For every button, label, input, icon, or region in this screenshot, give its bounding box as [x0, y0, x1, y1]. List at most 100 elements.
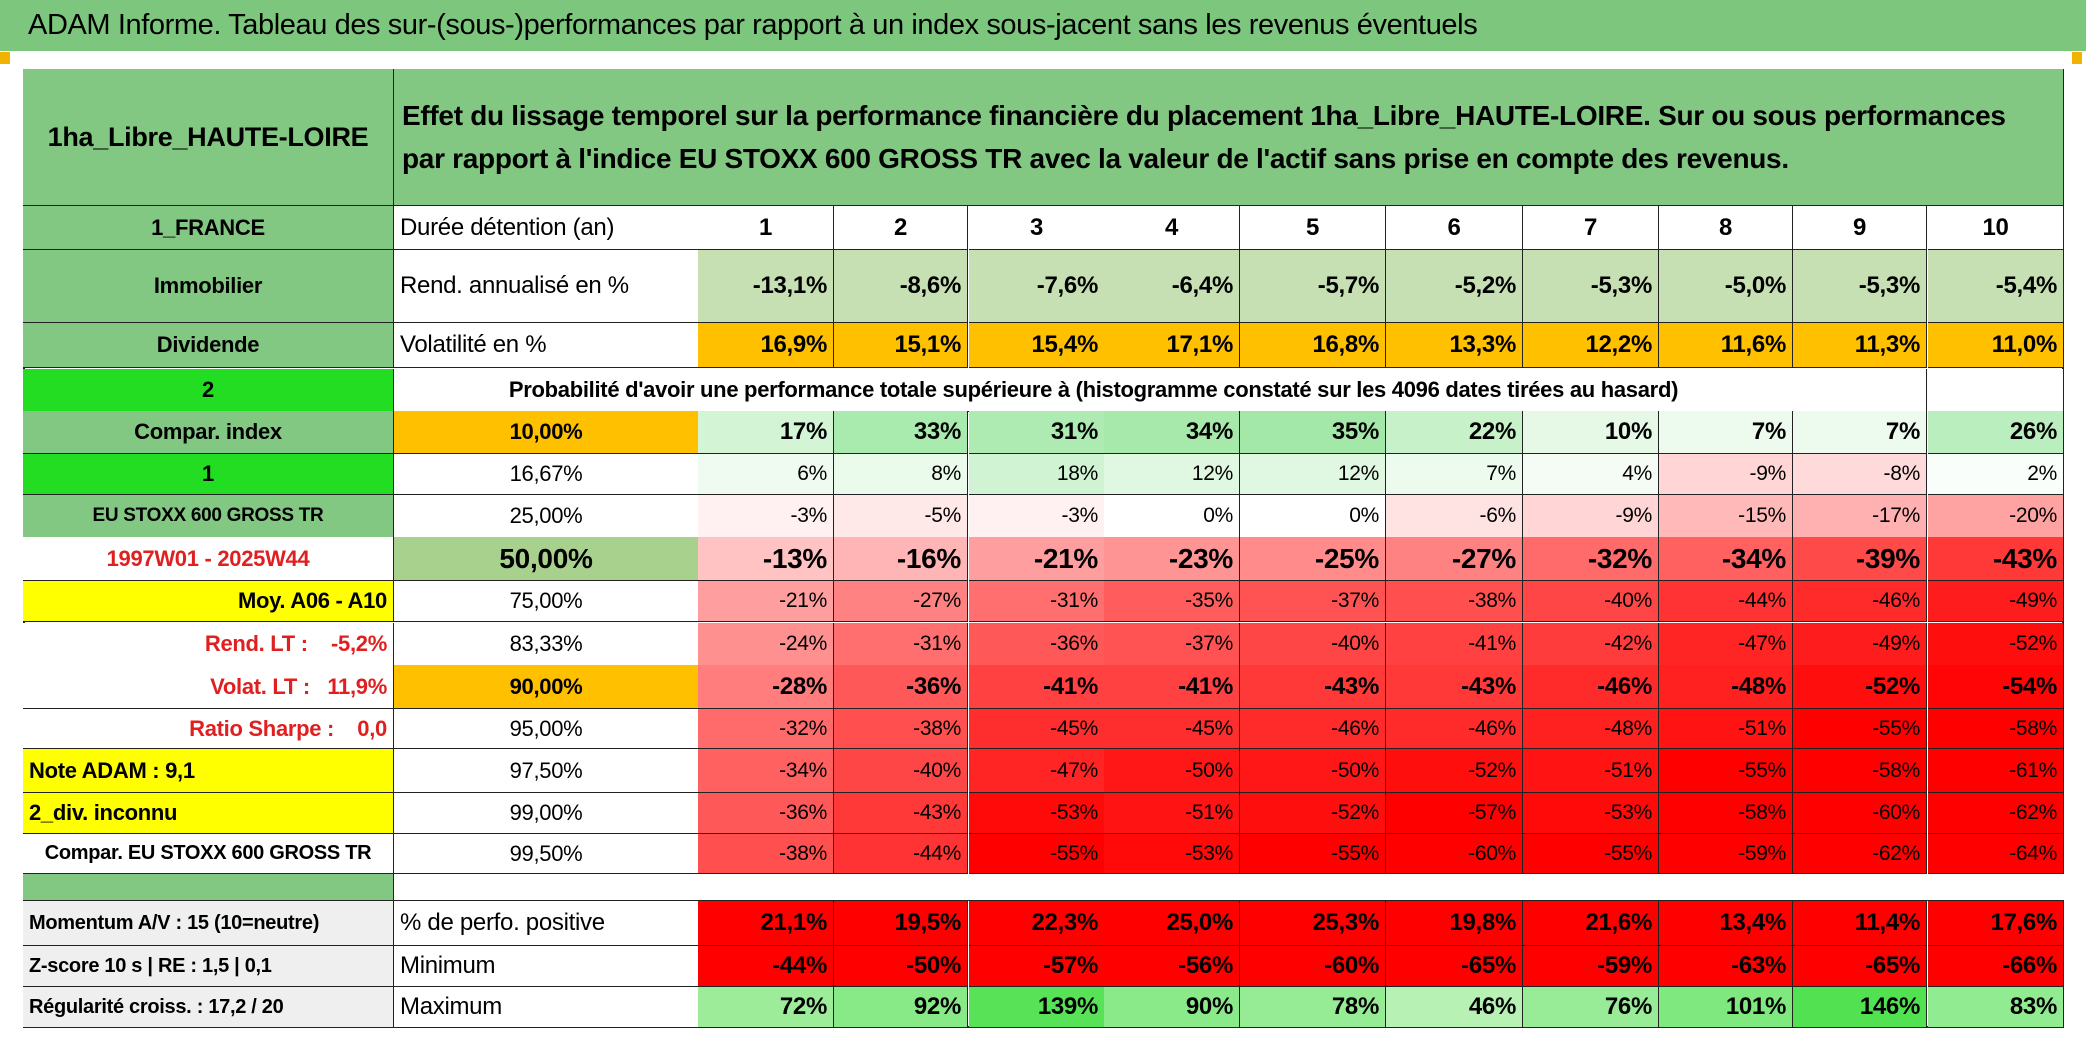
empty-cell [1793, 369, 1927, 412]
value-cell: 7% [1659, 411, 1793, 454]
value-cell: -41% [1104, 665, 1240, 709]
value-cell: -61% [1928, 749, 2064, 793]
value-cell: 25,0% [1104, 901, 1240, 946]
metric-label: Minimum [394, 946, 699, 987]
value-cell: 13,3% [1386, 323, 1523, 368]
value-cell: -5,7% [1240, 250, 1386, 323]
value-cell: 17,1% [1104, 323, 1240, 368]
value-cell: 22% [1386, 411, 1523, 454]
separator [394, 874, 2064, 901]
value-cell: -57% [969, 946, 1105, 987]
value-cell: -54% [1928, 665, 2064, 709]
value-cell: -46% [1793, 581, 1927, 622]
value-cell: -58% [1793, 749, 1927, 793]
corner-marker [0, 52, 10, 64]
value-cell: -8,6% [834, 250, 968, 323]
value-cell: -5,0% [1659, 250, 1793, 323]
corner-marker [2072, 52, 2082, 64]
value-cell: -51% [1523, 749, 1659, 793]
value-cell: -40% [1240, 623, 1386, 666]
value-cell: 2% [1928, 454, 2064, 495]
value-cell: -55% [969, 834, 1105, 874]
value-cell: -66% [1928, 946, 2064, 987]
report-title: ADAM Informe. Tableau des sur-(sous-)per… [0, 0, 2086, 51]
value-cell: -47% [1659, 623, 1793, 666]
column-header: 10 [1928, 206, 2064, 250]
value-cell: -43% [1386, 665, 1523, 709]
value-cell: 18% [969, 454, 1105, 495]
value-cell: -63% [1659, 946, 1793, 987]
value-cell: -6% [1386, 495, 1523, 538]
value-cell: -59% [1523, 946, 1659, 987]
value-cell: -46% [1386, 709, 1523, 749]
value-cell: 101% [1659, 987, 1793, 1028]
row-label: Ratio Sharpe : 0,0 [23, 709, 394, 749]
value-cell: 12,2% [1523, 323, 1659, 368]
value-cell: -60% [1793, 793, 1927, 834]
empty-cell [1928, 369, 2064, 412]
value-cell: -59% [1659, 834, 1793, 874]
percentile: 99,50% [394, 834, 699, 874]
value-cell: 25,3% [1240, 901, 1386, 946]
percentile: 97,50% [394, 749, 699, 793]
value-cell: 17% [698, 411, 834, 454]
row-label: EU STOXX 600 GROSS TR [23, 495, 394, 538]
percentile: 16,67% [394, 454, 699, 495]
value-cell: 11,3% [1793, 323, 1927, 368]
value-cell: 33% [834, 411, 968, 454]
value-cell: -65% [1386, 946, 1523, 987]
column-header: 8 [1659, 206, 1793, 250]
value-cell: -15% [1659, 495, 1793, 538]
value-cell: -5,3% [1523, 250, 1659, 323]
percentile: 95,00% [394, 709, 699, 749]
value-cell: 19,8% [1386, 901, 1523, 946]
value-cell: -44% [698, 946, 834, 987]
value-cell: -40% [834, 749, 968, 793]
value-cell: -52% [1386, 749, 1523, 793]
value-cell: -23% [1104, 537, 1240, 581]
value-cell: 15,1% [834, 323, 968, 368]
value-cell: -38% [834, 709, 968, 749]
value-cell: -35% [1104, 581, 1240, 622]
value-cell: -64% [1928, 834, 2064, 874]
row-label: Régularité croiss. : 17,2 / 20 [23, 987, 394, 1028]
value-cell: 19,5% [834, 901, 968, 946]
value-cell: -55% [1523, 834, 1659, 874]
value-cell: -3% [698, 495, 834, 538]
value-cell: -17% [1793, 495, 1927, 538]
row-label: Compar. index [23, 411, 394, 454]
value-cell: 31% [969, 411, 1105, 454]
row-label: Volat. LT : 11,9% [23, 665, 394, 709]
value-cell: -5,2% [1386, 250, 1523, 323]
metric-label: Maximum [394, 987, 699, 1028]
column-header: 7 [1523, 206, 1659, 250]
value-cell: 46% [1386, 987, 1523, 1028]
value-cell: -48% [1659, 665, 1793, 709]
value-cell: -5% [834, 495, 968, 538]
value-cell: -52% [1928, 623, 2064, 666]
value-cell: -56% [1104, 946, 1240, 987]
value-cell: -24% [698, 623, 834, 666]
value-cell: -48% [1523, 709, 1659, 749]
value-cell: -42% [1523, 623, 1659, 666]
value-cell: -3% [969, 495, 1105, 538]
value-cell: -50% [834, 946, 968, 987]
value-cell: 21,6% [1523, 901, 1659, 946]
value-cell: -62% [1928, 793, 2064, 834]
percentile: 75,00% [394, 581, 699, 622]
value-cell: 7% [1386, 454, 1523, 495]
value-cell: -45% [1104, 709, 1240, 749]
value-cell: 11,0% [1928, 323, 2064, 368]
value-cell: 12% [1240, 454, 1386, 495]
value-cell: -52% [1793, 665, 1927, 709]
value-cell: 17,6% [1928, 901, 2064, 946]
value-cell: -55% [1793, 709, 1927, 749]
row-label: Z-score 10 s | RE : 1,5 | 0,1 [23, 946, 394, 987]
row-label: Note ADAM : 9,1 [23, 749, 394, 793]
value-cell: -40% [1523, 581, 1659, 622]
value-cell: -16% [834, 537, 968, 581]
value-cell: -31% [969, 581, 1105, 622]
value-cell: -43% [1240, 665, 1386, 709]
value-cell: -21% [969, 537, 1105, 581]
